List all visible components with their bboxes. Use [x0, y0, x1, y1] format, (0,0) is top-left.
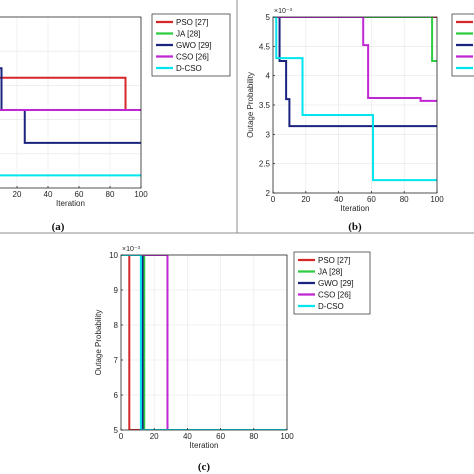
- y-tick-label: 3.5: [259, 101, 271, 110]
- series-line-pso-27: [0, 76, 141, 112]
- y-exponent-label: ×10⁻³: [274, 8, 293, 15]
- panel-label: (c): [198, 461, 211, 473]
- y-tick-label: 9: [114, 286, 119, 295]
- series-line-gwo-29: [0, 67, 141, 144]
- y-tick-label: 10: [109, 251, 118, 260]
- series-group: [0, 67, 141, 177]
- x-tick-label: 40: [183, 432, 192, 441]
- y-tick-label: 3: [266, 130, 271, 139]
- x-axis-title: Iteration: [190, 441, 219, 450]
- series-line-ja-28: [121, 255, 287, 430]
- y-tick-label: 6: [114, 391, 119, 400]
- grid: [120, 254, 288, 431]
- x-tick-label: 0: [271, 195, 276, 204]
- series-line-cso-26: [273, 17, 437, 102]
- series-line-gwo-29: [273, 17, 437, 128]
- x-tick-label: 40: [334, 195, 343, 204]
- legend: PSO [27] JA [28] GWO [29] CSO [26] D-CSO: [151, 13, 231, 77]
- y-tick-label: 4.5: [259, 42, 271, 51]
- legend: PSO [27]JA [28]GWO [29]CSO [26]D-CSO: [451, 13, 474, 77]
- y-tick-label: 2: [266, 189, 271, 198]
- chart-panel-b: 0 20 40 60 80 100 2 2.5 3 3.5 4 4.5 5×10⁻³ Iteration O…: [246, 8, 474, 233]
- panel-label: (b): [348, 221, 362, 233]
- series-line-gwo-29: [121, 255, 287, 430]
- legend-entry-label: CSO [26]: [318, 291, 351, 300]
- x-tick-label: 80: [400, 195, 409, 204]
- legend-entry-label: JA [28]: [176, 30, 200, 39]
- grid: [0, 17, 142, 188]
- legend-entry-label: JA [28]: [318, 268, 342, 277]
- x-tick-label: 100: [280, 432, 294, 441]
- legend-entry-label: D-CSO: [318, 302, 344, 311]
- plot-frame: [120, 254, 288, 431]
- legend-entry-label: GWO [29]: [318, 279, 354, 288]
- series-line-cso-26: [121, 255, 287, 430]
- y-exponent-label: ×10⁻³: [122, 246, 141, 253]
- x-tick-label: 60: [216, 432, 225, 441]
- x-tick-label: 40: [44, 190, 53, 199]
- x-tick-label: 80: [106, 190, 115, 199]
- x-tick-label: 100: [134, 190, 148, 199]
- y-tick-label: 2.5: [259, 160, 271, 169]
- y-axis-title: Outage Probability: [246, 72, 255, 138]
- chart-panel-c: 0 20 40 60 80 100 5 6 7 8 9 10 ×10⁻³ Iteration Outage …: [94, 246, 371, 473]
- legend-entry-label: GWO [29]: [176, 41, 212, 50]
- series-group: [273, 17, 437, 182]
- panel-label: (a): [52, 221, 65, 233]
- legend: PSO [27] JA [28] GWO [29] CSO [26] D-CSO: [293, 251, 371, 315]
- x-tick-label: 60: [367, 195, 376, 204]
- series-line-d-cso: [121, 255, 287, 430]
- series-line-d-cso: [273, 17, 437, 182]
- x-tick-label: 60: [75, 190, 84, 199]
- legend-entry-label: D-CSO: [176, 64, 202, 73]
- x-tick-label: 20: [301, 195, 310, 204]
- y-tick-label: 5: [266, 13, 271, 22]
- plot-frame: [0, 16, 142, 189]
- x-tick-label: 20: [13, 190, 22, 199]
- x-axis-title: Iteration: [341, 204, 370, 213]
- y-tick-label: 4: [266, 72, 271, 81]
- legend-entry-label: CSO [26]: [176, 53, 209, 62]
- grid: [272, 16, 438, 194]
- legend-entry-label: PSO [27]: [176, 18, 208, 27]
- x-tick-label: 20: [150, 432, 159, 441]
- chart-panel-a: 20 40 60 80 100 Iteration PSO [27] JA [28] GWO […: [0, 13, 231, 233]
- x-tick-label: 80: [249, 432, 258, 441]
- y-tick-label: 7: [114, 356, 119, 365]
- y-axis-title: Outage Probability: [94, 310, 103, 376]
- series-line-pso-27: [121, 255, 287, 430]
- x-axis-title: Iteration: [56, 199, 85, 208]
- legend-entry-label: PSO [27]: [318, 256, 350, 265]
- x-tick-label: 100: [430, 195, 444, 204]
- y-tick-label: 5: [114, 426, 119, 435]
- y-tick-label: 8: [114, 321, 119, 330]
- x-tick-label: 0: [119, 432, 124, 441]
- series-line-ja-28: [273, 17, 437, 62]
- series-group: [121, 255, 287, 430]
